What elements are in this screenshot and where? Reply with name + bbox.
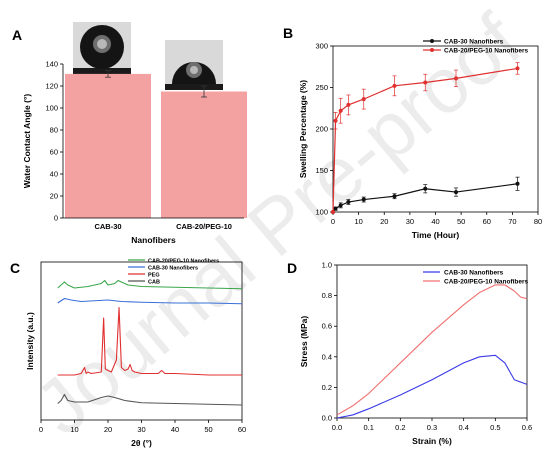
x-tick-label: 50 [457,217,465,226]
y-tick-label: 100 [45,104,58,113]
x-tick-label: 70 [508,217,516,226]
x-tick-label: 60 [238,425,246,434]
y-axis-title: Stress (MPa) [299,316,309,368]
y-tick-label: 140 [45,60,58,69]
series-line-1 [336,284,528,416]
droplet-image-cab30 [73,22,131,74]
panel-label-c: C [10,260,20,276]
data-point [361,197,366,202]
panel-b-chart: 0 10 20 30 40 50 60 70 80 100 150 200 250 300 CAB-30 N… [298,39,542,241]
data-point [333,118,338,123]
panel-d-chart: 0.0 0.1 0.2 0.3 0.4 0.5 0.6 0.0 0.2 0.4 0.6 0.8 1.0 C… [299,261,532,447]
x-tick-label: 0.6 [522,423,532,432]
data-point [454,190,458,195]
legend-label: CAB-30 Nanofibers [148,265,198,271]
data-point [454,76,458,81]
y-tick-label: 1.0 [322,261,332,270]
y-tick-label: 60 [50,148,58,157]
data-point [515,66,520,71]
y-tick-label: 80 [50,126,58,135]
x-tick-label: 50 [204,425,212,434]
y-tick-label: 0.6 [322,322,332,331]
x-tick-label: 0.0 [332,423,342,432]
y-tick-label: 0 [54,214,58,223]
x-tick-label: CAB-20/PEG-10 [176,222,232,231]
x-tick-label: 0 [331,217,335,226]
x-axis-title: 2θ (°) [131,438,152,448]
panel-label-a: A [12,27,22,43]
x-tick-label: 0.4 [458,423,468,432]
x-tick-label: 30 [137,425,145,434]
data-point [333,206,338,211]
x-tick-label: 40 [431,217,439,226]
legend-label: CAB [148,279,160,285]
data-point [392,194,397,199]
data-point [338,203,343,208]
x-axis-title: Nanofibers [131,235,176,245]
legend-label: PEG [148,272,160,278]
legend-label: CAB-20/PEG-10 Nanofibers [444,48,529,55]
series-line-2 [57,306,242,376]
y-tick-label: 300 [315,42,328,51]
y-tick-label: 0.4 [322,352,332,361]
y-tick-label: 0.0 [322,414,332,423]
legend-label: CAB-20/PEG-10 Nanofibers [148,258,219,264]
data-point [346,200,351,205]
x-axis-title: Strain (%) [412,436,452,446]
panel-label-d: D [287,260,297,276]
y-tick-label: 150 [315,166,328,175]
x-tick-label: 0 [39,425,43,434]
data-point [346,102,351,107]
y-tick-label: 100 [315,208,328,217]
legend-label: CAB-30 Nanofibers [444,270,504,277]
data-point [423,80,428,85]
x-tick-label: 60 [483,217,491,226]
y-tick-label: 250 [315,83,328,92]
x-tick-label: CAB-30 [94,222,121,231]
y-tick-label: 0.2 [322,383,332,392]
data-point [338,108,343,113]
x-tick-label: 20 [104,425,112,434]
legend-marker [430,39,434,43]
data-point [423,186,428,191]
x-tick-label: 30 [406,217,414,226]
x-tick-label: 0.1 [363,423,373,432]
legend-label: CAB-20/PEG-10 Nanofibers [444,279,529,286]
x-tick-label: 10 [354,217,362,226]
x-axis-title: Time (Hour) [412,230,460,240]
plot-frame [336,264,528,419]
series-line-0 [57,279,243,290]
bar-cab-20-peg-10 [161,91,247,218]
y-tick-label: 20 [50,192,58,201]
bar-cab-30 [65,73,151,219]
droplet-image-cab20-peg10 [165,40,223,90]
y-axis-title: Water Contact Angle (°) [22,94,32,189]
data-point [331,210,335,214]
x-tick-label: 80 [534,217,542,226]
series-line-3 [57,393,243,406]
y-tick-label: 200 [315,125,328,134]
panel-label-b: B [283,25,293,41]
y-axis-title: Intensity (a.u.) [25,312,35,370]
x-tick-label: 20 [380,217,388,226]
y-tick-label: 120 [45,82,58,91]
y-tick-label: 0.8 [322,291,332,300]
y-axis-title: Swelling Percentage (%) [298,80,308,178]
panel-a-chart: CAB-30 CAB-20/PEG-10 0 20 40 60 80 100 120 140 Nan… [22,60,247,245]
data-point [392,83,397,88]
series-line-0 [336,354,528,419]
x-tick-label: 40 [171,425,179,434]
y-tick-label: 40 [50,170,58,179]
series-line-1 [57,297,243,305]
data-point [361,97,366,102]
legend-marker [430,48,434,52]
x-tick-label: 0.2 [395,423,405,432]
legend-label: CAB-30 Nanofibers [444,39,504,46]
x-tick-label: 10 [70,425,78,434]
x-tick-label: 0.3 [427,423,437,432]
x-tick-label: 0.5 [490,423,500,432]
data-point [515,181,520,186]
